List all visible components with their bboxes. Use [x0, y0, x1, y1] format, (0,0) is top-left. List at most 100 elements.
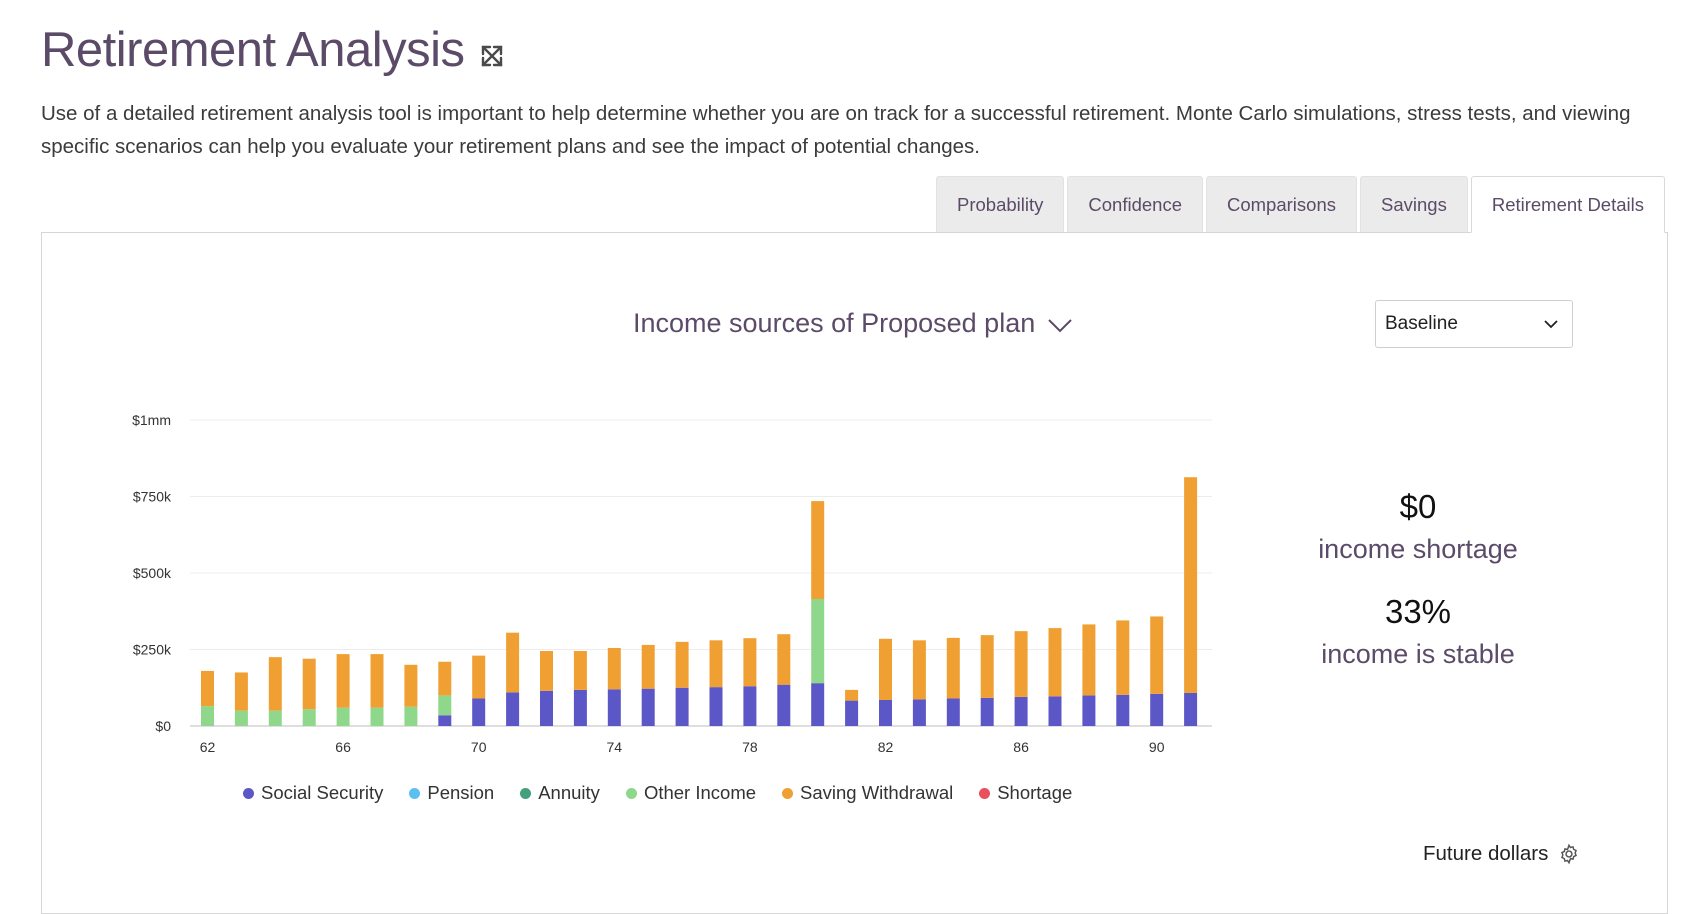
- y-tick-label: $250k: [133, 642, 172, 658]
- bar-segment[interactable]: [1014, 696, 1028, 726]
- bar-segment[interactable]: [438, 661, 452, 696]
- bar-segment[interactable]: [1048, 628, 1062, 697]
- legend-dot: [243, 787, 254, 799]
- tab-savings[interactable]: Savings: [1360, 176, 1468, 233]
- chevron-down-icon: [1544, 319, 1558, 328]
- bar-segment[interactable]: [1184, 477, 1198, 693]
- bar-segment[interactable]: [1048, 696, 1062, 726]
- legend-item-social-security[interactable]: Social Security: [243, 782, 383, 804]
- x-tick-label: 74: [607, 739, 623, 755]
- y-tick-label: $750k: [133, 489, 172, 505]
- tab-retirement-details[interactable]: Retirement Details: [1470, 176, 1665, 233]
- bar-segment[interactable]: [845, 700, 859, 726]
- bar-segment[interactable]: [540, 690, 553, 726]
- bar-segment[interactable]: [201, 706, 214, 726]
- x-tick-label: 90: [1149, 739, 1165, 755]
- plan-selector[interactable]: Income sources of Proposed plan: [633, 308, 1073, 339]
- bar-segment[interactable]: [1184, 692, 1198, 726]
- bar-segment[interactable]: [370, 654, 384, 708]
- bar-segment[interactable]: [709, 687, 723, 726]
- bar-segment[interactable]: [811, 683, 825, 726]
- legend-item-shortage[interactable]: Shortage: [979, 782, 1072, 804]
- bar-segment[interactable]: [946, 637, 960, 699]
- bar-segment[interactable]: [879, 638, 892, 700]
- income-shortage-value: $0: [1399, 488, 1437, 525]
- bar-segment[interactable]: [268, 710, 282, 726]
- bar-segment[interactable]: [472, 655, 486, 699]
- scenario-select-value: Baseline: [1385, 313, 1458, 334]
- bar-segment[interactable]: [234, 710, 248, 726]
- bar-segment[interactable]: [641, 688, 655, 726]
- bar-segment[interactable]: [1150, 693, 1164, 726]
- bar-segment[interactable]: [268, 657, 282, 711]
- tab-probability[interactable]: Probability: [936, 176, 1065, 233]
- bar-segment[interactable]: [336, 654, 350, 708]
- bar-segment[interactable]: [201, 670, 214, 707]
- bar-segment[interactable]: [811, 599, 825, 684]
- y-tick-label: $1mm: [132, 412, 171, 428]
- bar-segment[interactable]: [845, 689, 859, 701]
- bar-segment[interactable]: [573, 689, 587, 726]
- legend-item-pension[interactable]: Pension: [409, 782, 494, 804]
- bar-segment[interactable]: [1150, 616, 1164, 694]
- bar-segment[interactable]: [302, 709, 316, 726]
- bar-segment[interactable]: [743, 686, 757, 726]
- bar-segment[interactable]: [709, 640, 723, 688]
- bar-segment[interactable]: [912, 699, 926, 726]
- legend-label: Social Security: [261, 782, 384, 803]
- gear-icon[interactable]: [1558, 843, 1580, 865]
- bar-segment[interactable]: [777, 634, 791, 685]
- x-tick-label: 86: [1013, 739, 1029, 755]
- legend-label: Shortage: [997, 782, 1073, 803]
- tab-comparisons[interactable]: Comparisons: [1206, 176, 1357, 233]
- bar-segment[interactable]: [980, 635, 994, 698]
- legend-dot: [520, 787, 532, 799]
- bar-segment[interactable]: [1014, 631, 1028, 697]
- legend-item-other-income[interactable]: Other Income: [625, 782, 756, 804]
- legend-dot: [979, 787, 991, 799]
- bar-segment[interactable]: [438, 695, 452, 716]
- bar-segment[interactable]: [404, 664, 418, 707]
- income-shortage-label: income shortage: [1318, 534, 1518, 564]
- bar-segment[interactable]: [1116, 620, 1130, 695]
- bar-segment[interactable]: [540, 651, 553, 691]
- x-tick-label: 62: [200, 739, 216, 755]
- legend-item-annuity[interactable]: Annuity: [520, 782, 600, 804]
- income-sources-chart: $0 $250k $500k $750k $1mm 62 66 70 74 78 82 86 90: [132, 412, 1212, 755]
- bar-segment[interactable]: [506, 692, 520, 726]
- scenario-select[interactable]: Baseline: [1375, 300, 1573, 348]
- bar-segment[interactable]: [1082, 695, 1096, 726]
- bar-segment[interactable]: [980, 697, 994, 726]
- bar-segment[interactable]: [879, 699, 892, 726]
- plan-selector-label: Income sources of Proposed plan: [633, 308, 1036, 338]
- bar-segment[interactable]: [336, 707, 350, 726]
- future-dollars-toggle[interactable]: Future dollars: [1423, 842, 1580, 866]
- bar-segment[interactable]: [1082, 624, 1096, 696]
- bar-segment[interactable]: [641, 644, 655, 689]
- bar-segment[interactable]: [438, 715, 452, 726]
- legend-label: Annuity: [538, 782, 600, 803]
- bar-segment[interactable]: [743, 638, 757, 687]
- bar-segment[interactable]: [912, 640, 926, 700]
- bar-segment[interactable]: [573, 651, 587, 690]
- bar-segment[interactable]: [675, 641, 689, 688]
- tab-confidence[interactable]: Confidence: [1067, 176, 1203, 233]
- bar-segment[interactable]: [946, 698, 960, 726]
- legend-item-saving-withdrawal[interactable]: Saving Withdrawal: [782, 782, 953, 804]
- bar-segment[interactable]: [234, 672, 248, 711]
- expand-arrows-icon[interactable]: [479, 43, 505, 69]
- bar-segment[interactable]: [472, 698, 486, 726]
- bar-segment[interactable]: [607, 647, 621, 690]
- bar-segment[interactable]: [370, 707, 384, 726]
- bar-segment[interactable]: [607, 689, 621, 726]
- x-tick-label: 66: [335, 739, 351, 755]
- bar-segment[interactable]: [675, 687, 689, 726]
- chevron-down-icon: [1048, 318, 1072, 332]
- bar-segment[interactable]: [1116, 694, 1130, 726]
- bar-segment[interactable]: [302, 658, 316, 710]
- bar-segment[interactable]: [506, 632, 520, 693]
- stats-panel: $0 income shortage 33% income is stable: [1268, 488, 1568, 670]
- bar-segment[interactable]: [404, 706, 418, 726]
- bar-segment[interactable]: [811, 501, 825, 600]
- bar-segment[interactable]: [777, 684, 791, 726]
